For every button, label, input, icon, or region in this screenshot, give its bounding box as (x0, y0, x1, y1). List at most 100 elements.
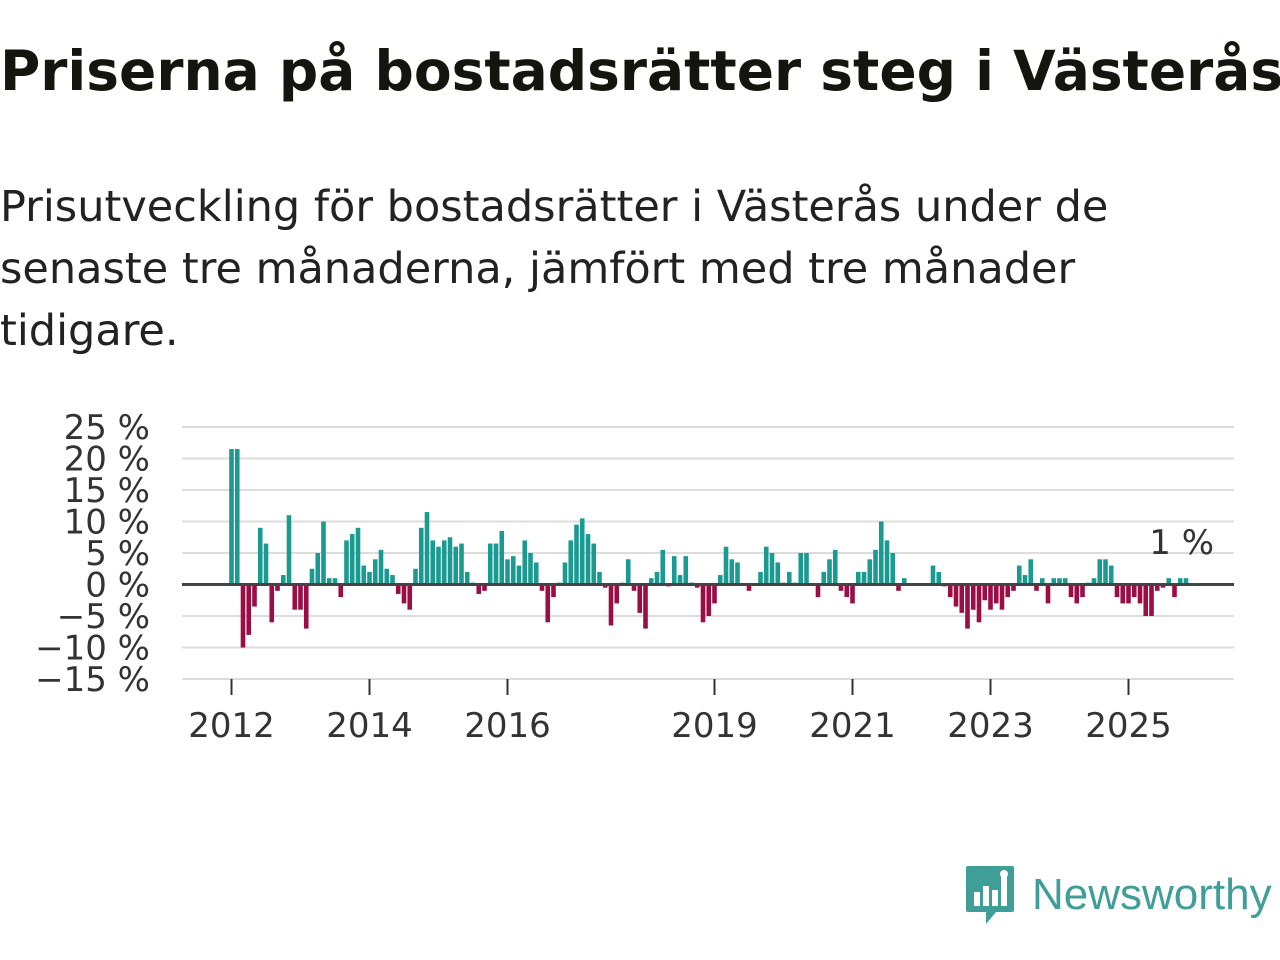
bar (378, 549, 384, 585)
bar (1143, 584, 1149, 616)
bar (551, 584, 556, 598)
bar (614, 584, 620, 604)
bar (700, 584, 706, 623)
bar (1022, 575, 1028, 585)
bar (240, 584, 246, 648)
bar (1183, 578, 1189, 585)
bar (1108, 565, 1114, 585)
bar (901, 578, 907, 585)
bar (384, 568, 390, 585)
bar (1120, 584, 1126, 604)
bar (401, 584, 407, 604)
bar (643, 584, 648, 629)
y-tick-label: −5 % (57, 597, 150, 637)
bar (1034, 584, 1039, 591)
bar (361, 565, 367, 585)
bar (499, 530, 505, 585)
bar-chart: 25 %20 %15 %10 %5 %0 %−5 %−10 %−15 % 201… (35, 408, 1234, 746)
bar (1177, 578, 1183, 585)
x-tick-label: 2019 (671, 706, 758, 746)
y-tick-label: 20 % (64, 440, 150, 480)
bar (539, 584, 545, 591)
bar (1045, 584, 1051, 604)
bar (1062, 578, 1068, 585)
bar (533, 562, 539, 585)
y-tick-label: 25 % (64, 408, 150, 448)
bar (838, 584, 844, 591)
bar (1166, 578, 1172, 585)
bar (332, 578, 338, 585)
bar (878, 521, 884, 585)
bar (286, 515, 292, 585)
newsworthy-logo-icon (966, 866, 1014, 924)
bar (528, 553, 533, 585)
bar (252, 584, 257, 607)
bar (936, 571, 942, 585)
bar (723, 546, 729, 585)
bar (482, 584, 487, 591)
bar (1080, 584, 1085, 598)
bar (464, 571, 470, 585)
bar (263, 543, 269, 585)
bar (436, 546, 441, 585)
bar (890, 553, 896, 585)
bar (453, 546, 459, 585)
y-tick-label: 0 % (85, 566, 150, 606)
bar (1016, 565, 1022, 585)
chart-subtitle: Prisutveckling för bostadsrätter i Väste… (0, 182, 1109, 356)
x-tick-label: 2023 (947, 706, 1034, 746)
bar (930, 565, 936, 585)
bar (349, 534, 355, 585)
bar (850, 584, 855, 604)
bar (671, 556, 677, 585)
bar (1137, 584, 1143, 604)
bar (1154, 584, 1160, 591)
bar (602, 584, 608, 588)
bar (1131, 584, 1137, 598)
bar (798, 553, 804, 585)
bar (579, 518, 585, 585)
bar (1068, 584, 1074, 598)
bar (1051, 578, 1057, 585)
bar (585, 534, 591, 585)
bar (229, 449, 234, 585)
bar (873, 549, 878, 585)
bar (487, 543, 493, 585)
chart-title: Priserna på bostadsrätter steg i Västerå… (0, 39, 1280, 103)
bar (597, 571, 602, 585)
bar (1172, 584, 1177, 598)
bar (953, 584, 959, 607)
bar (292, 584, 298, 610)
bar (608, 584, 614, 626)
bar (815, 584, 821, 598)
bar (459, 543, 464, 585)
bar (344, 540, 349, 585)
y-tick-label: −10 % (35, 629, 150, 669)
bar (309, 568, 315, 585)
bar (999, 584, 1005, 610)
bar (1160, 584, 1166, 588)
bar (947, 584, 953, 598)
bar (326, 578, 332, 585)
last-value-label: 1 % (1149, 523, 1214, 563)
bar (476, 584, 482, 594)
bar (413, 568, 418, 585)
bar (395, 584, 401, 594)
bar (367, 571, 372, 585)
bar (338, 584, 344, 598)
bar (1074, 584, 1080, 604)
bar (844, 584, 850, 598)
bar (769, 553, 775, 585)
bar (660, 549, 666, 585)
x-tick-label: 2012 (188, 706, 275, 746)
bar (735, 562, 740, 585)
bar (430, 540, 436, 585)
bar (269, 584, 275, 623)
bar (1091, 578, 1097, 585)
bar (246, 584, 252, 635)
bar (821, 571, 827, 585)
bar (493, 543, 499, 585)
bar (574, 524, 579, 585)
bar (729, 559, 735, 585)
bar (804, 553, 809, 585)
